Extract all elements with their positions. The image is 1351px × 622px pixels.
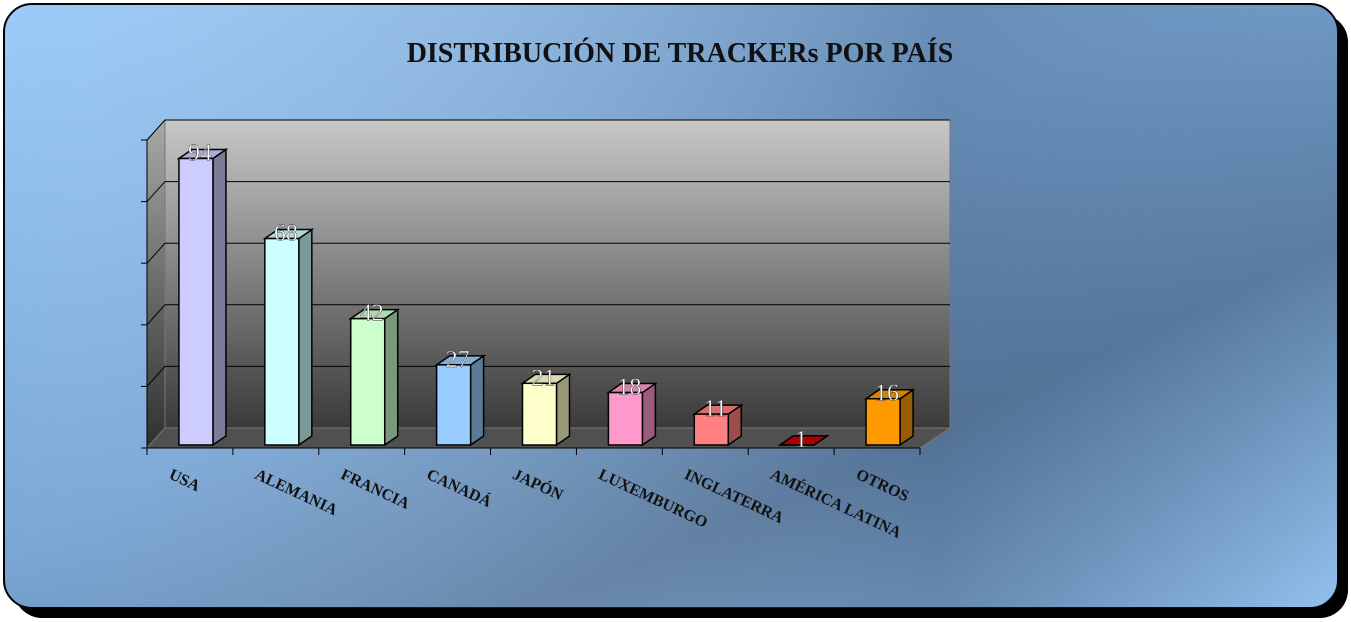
data-label: 42 (360, 301, 384, 327)
bar (777, 434, 830, 447)
data-label: 16 (875, 381, 899, 407)
data-label: 21 (532, 365, 556, 391)
data-label: 68 (274, 221, 298, 247)
bar (863, 388, 916, 447)
bar (262, 228, 315, 447)
bar-front (607, 391, 644, 446)
grid-line (146, 181, 950, 202)
bar (691, 403, 744, 447)
bar-side (383, 308, 399, 447)
bar-side (298, 228, 313, 447)
bar (434, 354, 487, 447)
bar-side (641, 382, 657, 447)
grid-line (146, 119, 950, 141)
bar-front (435, 364, 472, 446)
data-label: 94 (188, 140, 212, 166)
grid-line (146, 304, 950, 326)
bar-front (178, 157, 214, 446)
bar-front (865, 397, 901, 446)
bar-front (693, 413, 730, 446)
data-label: 1 (795, 427, 807, 453)
bar-front (264, 237, 300, 446)
bar (520, 372, 572, 447)
data-label: 27 (446, 347, 470, 373)
grid-line (146, 242, 950, 264)
bar-front (521, 382, 558, 446)
bar (605, 382, 658, 447)
grid-line (146, 365, 950, 387)
bar (348, 308, 401, 447)
data-label: 11 (704, 396, 727, 422)
bar-side (555, 372, 571, 447)
bar-side (212, 148, 227, 447)
bar (176, 148, 229, 447)
side-wall (146, 118, 166, 450)
chart-title: DISTRIBUCIÓN DE TRACKERs POR PAÍS (407, 38, 954, 69)
data-label: 18 (617, 375, 641, 401)
bar-side (469, 354, 485, 447)
bar-front (349, 317, 386, 446)
